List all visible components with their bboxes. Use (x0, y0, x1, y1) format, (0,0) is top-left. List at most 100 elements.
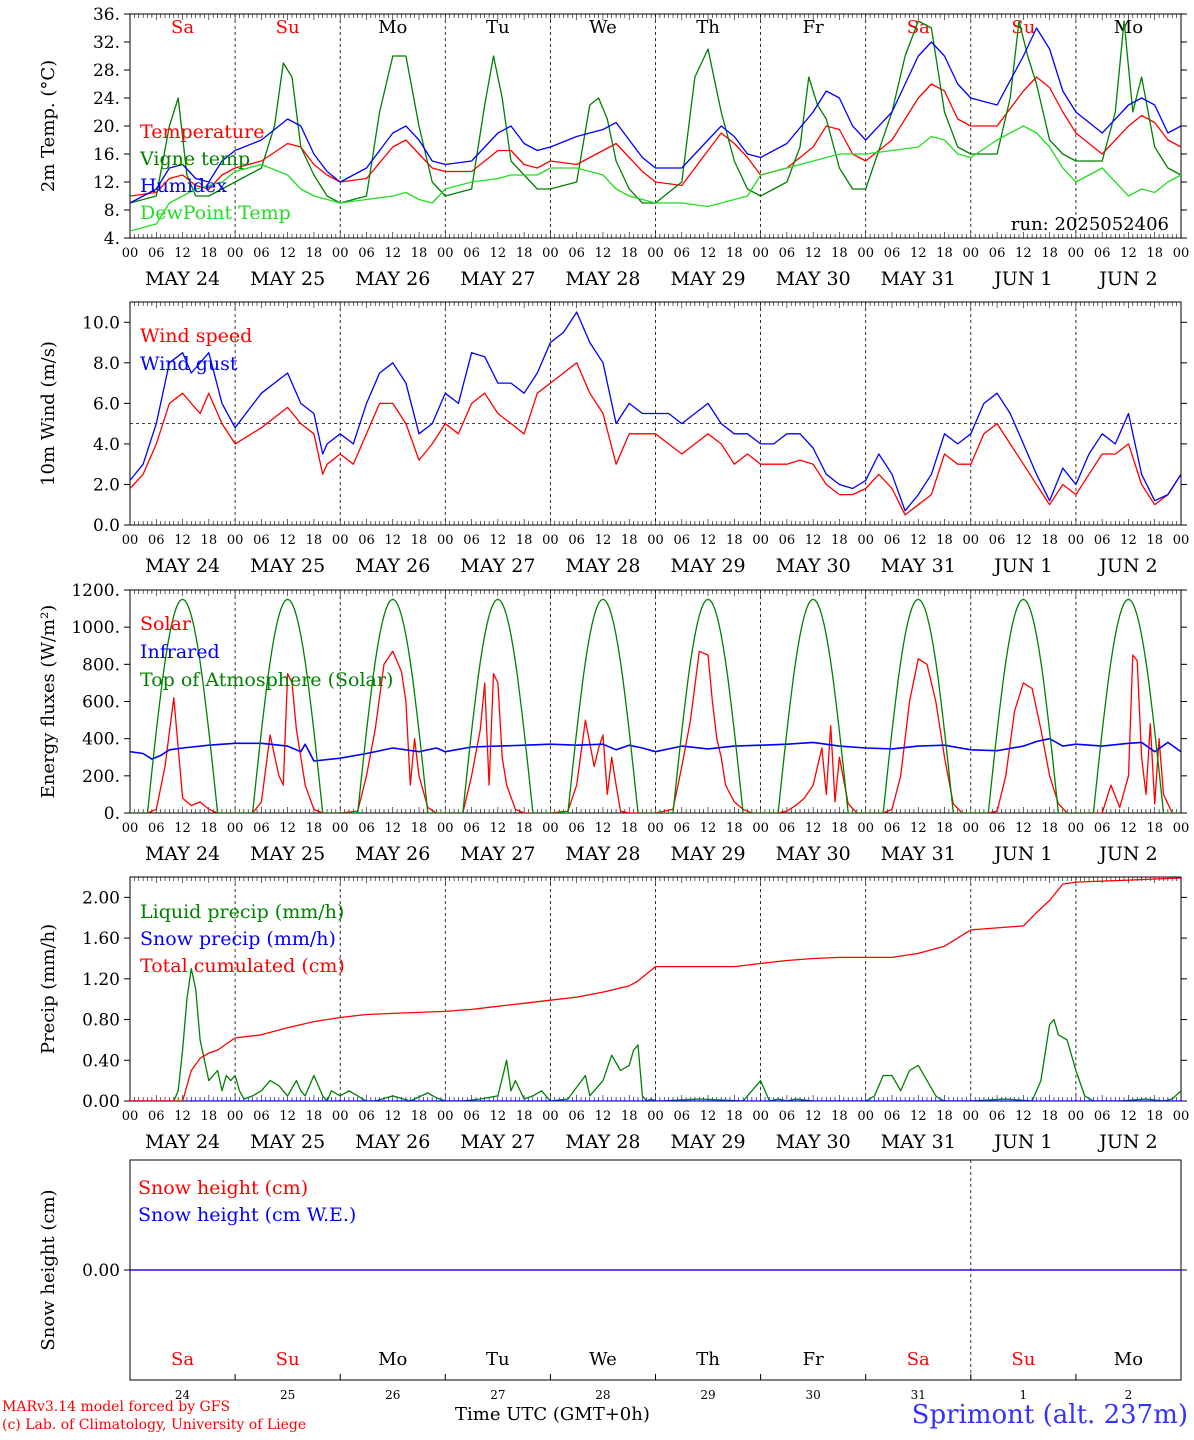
hour-label: 00 (647, 533, 664, 548)
hour-label: 00 (647, 821, 664, 836)
hour-label: 18 (831, 1109, 848, 1124)
hour-label: 12 (490, 533, 507, 548)
date-label: MAY 24 (145, 1131, 220, 1153)
hour-label: 18 (726, 1109, 743, 1124)
day-number-label: 25 (280, 1388, 295, 1402)
hour-label: 00 (332, 1109, 349, 1124)
legend-entry: Vigne temp (139, 148, 250, 170)
day-number-label: 27 (490, 1388, 505, 1402)
hour-label: 06 (779, 821, 796, 836)
date-label: MAY 31 (881, 555, 956, 577)
date-label: MAY 27 (460, 1131, 535, 1153)
weekday-label: Su (1011, 1349, 1035, 1370)
weekday-label: Tu (486, 17, 510, 38)
legend-entry: Humidex (140, 175, 227, 197)
weekday-label: Mo (378, 17, 407, 38)
y-tick-label: 0.00 (82, 1261, 120, 1281)
hour-label: 18 (1146, 1109, 1163, 1124)
date-label: JUN 2 (1097, 843, 1157, 865)
date-label: MAY 26 (355, 555, 430, 577)
hour-label: 18 (1146, 821, 1163, 836)
weekday-label: Su (276, 17, 300, 38)
run-label: run: 2025052406 (1011, 214, 1169, 235)
hour-label: 06 (148, 533, 165, 548)
hour-label: 18 (306, 533, 323, 548)
hour-label: 12 (1015, 246, 1032, 261)
hour-label: 00 (227, 533, 244, 548)
hour-label: 18 (1146, 246, 1163, 261)
legend-entry: Infrared (140, 641, 220, 663)
hour-label: 12 (174, 533, 191, 548)
y-tick-label: 0.00 (82, 1092, 120, 1112)
hour-label: 12 (384, 533, 401, 548)
hour-label: 12 (384, 821, 401, 836)
legend-entry: Snow precip (mm/h) (140, 928, 336, 950)
hour-label: 00 (752, 821, 769, 836)
model-credit: MARv3.14 model forced by GFS (c) Lab. of… (2, 1398, 306, 1434)
hour-label: 00 (332, 821, 349, 836)
weekday-label: Sa (907, 17, 930, 38)
y-axis-title: 10m Wind (m/s) (38, 341, 59, 486)
day-number-label: 2 (1125, 1388, 1133, 1402)
hour-label: 00 (542, 246, 559, 261)
hour-label: 12 (174, 821, 191, 836)
day-number-label: 26 (385, 1388, 400, 1402)
hour-label: 06 (148, 246, 165, 261)
hour-label: 00 (437, 533, 454, 548)
date-label: MAY 30 (776, 555, 851, 577)
panel-temperature: 4. 8. 12. 16. 20. 24. 28. 32. 36. 00 06 12 18 MAY 24 0… (38, 5, 1189, 290)
hour-label: 00 (1068, 821, 1085, 836)
panel-precip: 0.00 0.40 0.80 1.20 1.60 2.00 00 06 12 18 MAY 24 00… (38, 876, 1189, 1153)
hour-label: 12 (805, 533, 822, 548)
legend-entry: Snow height (cm) (138, 1177, 308, 1199)
date-label: JUN 1 (992, 268, 1052, 290)
date-label: MAY 28 (565, 1131, 640, 1153)
series-line-vigne-temp (130, 20, 1181, 204)
date-label: MAY 25 (250, 555, 325, 577)
panel-energy: 0. 200. 400. 600. 800. 1000. 1200. 00 06 12 18 MAY … (38, 581, 1189, 865)
hour-label: 00 (437, 246, 454, 261)
date-label: MAY 26 (355, 268, 430, 290)
weekday-label: Mo (1114, 1349, 1143, 1370)
hour-label: 12 (174, 246, 191, 261)
hour-label: 12 (279, 533, 296, 548)
hour-label: 12 (1120, 1109, 1137, 1124)
date-label: JUN 1 (992, 555, 1052, 577)
date-label: MAY 25 (250, 268, 325, 290)
y-tick-label: 8.0 (93, 354, 120, 374)
hour-label: 12 (700, 821, 717, 836)
series-line-temperature (130, 76, 1181, 197)
weekday-label: Tu (486, 1349, 510, 1370)
hour-label: 06 (568, 821, 585, 836)
date-label: MAY 31 (881, 843, 956, 865)
hour-label: 12 (805, 821, 822, 836)
date-label: MAY 28 (565, 268, 640, 290)
weekday-label: Su (276, 1349, 300, 1370)
hour-label: 06 (674, 1109, 691, 1124)
hour-label: 12 (700, 533, 717, 548)
day-number-label: 29 (700, 1388, 715, 1402)
series-line-wind-gust (130, 311, 1181, 512)
hour-label: 18 (1146, 533, 1163, 548)
y-tick-label: 200. (82, 767, 120, 787)
hour-label: 18 (1041, 246, 1058, 261)
hour-label: 12 (1120, 821, 1137, 836)
date-label: MAY 27 (460, 843, 535, 865)
hour-label: 00 (1068, 246, 1085, 261)
hour-label: 12 (910, 1109, 927, 1124)
y-tick-label: 6.0 (93, 394, 120, 414)
series-group (130, 311, 1181, 516)
hour-label: 06 (463, 821, 480, 836)
hour-label: 00 (437, 821, 454, 836)
hour-label: 18 (726, 821, 743, 836)
hour-label: 18 (516, 821, 533, 836)
hour-label: 06 (779, 246, 796, 261)
hour-label: 18 (621, 533, 638, 548)
y-tick-label: 12. (93, 173, 120, 193)
hour-label: 18 (936, 246, 953, 261)
y-tick-label: 4.0 (93, 435, 120, 455)
hour-label: 00 (1068, 1109, 1085, 1124)
hour-label: 00 (752, 246, 769, 261)
y-tick-label: 1.60 (82, 929, 120, 949)
